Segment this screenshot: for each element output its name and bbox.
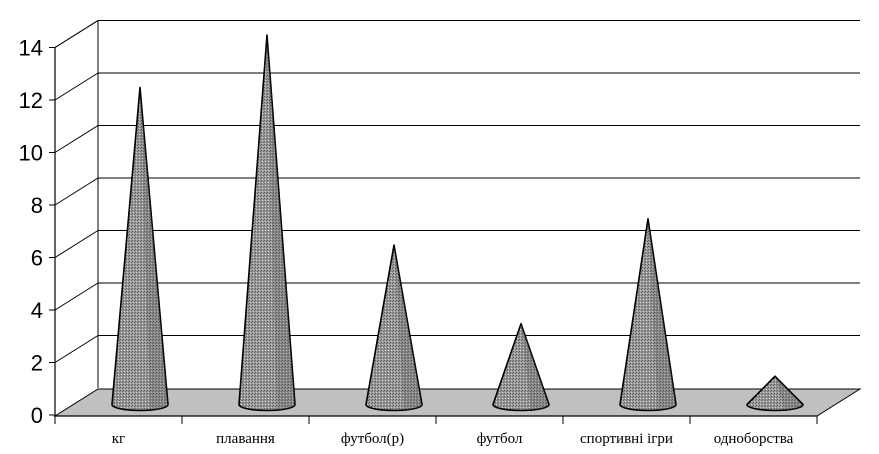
cone-bar xyxy=(492,322,550,412)
cone-bar xyxy=(111,86,169,412)
gridline-side xyxy=(54,335,99,363)
y-tick-label: 6 xyxy=(31,246,43,271)
cone-bar xyxy=(365,244,423,412)
gridline-side xyxy=(54,177,99,206)
x-tick-label: плавання xyxy=(216,431,275,447)
cone-shade xyxy=(394,245,423,411)
chart-floor xyxy=(53,388,862,417)
gridline-side xyxy=(54,20,99,48)
cone-shade xyxy=(648,218,677,411)
gridline-side xyxy=(54,230,99,258)
cone-shade xyxy=(140,87,169,411)
y-tick-label: 8 xyxy=(31,193,43,218)
y-tick-label: 2 xyxy=(31,351,43,376)
cone-bar xyxy=(238,34,296,412)
cone-body xyxy=(619,217,677,412)
cone-shade xyxy=(521,323,550,411)
gridline-side xyxy=(54,282,99,311)
cone-bar xyxy=(619,217,677,412)
gridline-side xyxy=(54,72,99,101)
cone-body xyxy=(111,86,169,412)
cone-bar xyxy=(746,375,804,412)
x-tick-label: футбол(р) xyxy=(341,431,404,447)
y-tick-label: 10 xyxy=(19,141,43,166)
cone-body xyxy=(365,244,423,412)
cone-body xyxy=(746,375,804,412)
cone-body xyxy=(492,322,550,412)
cone-shade xyxy=(775,376,804,411)
cone-body xyxy=(238,34,296,412)
x-tick-label: спортивні ігри xyxy=(580,431,673,447)
y-tick-label: 14 xyxy=(19,36,43,61)
y-tick-label: 0 xyxy=(31,403,43,428)
x-tick-label: кг xyxy=(112,431,125,447)
x-tick-label: футбол xyxy=(477,431,523,447)
cone-shade xyxy=(267,35,296,411)
gridline-side xyxy=(54,125,99,153)
y-tick-label: 12 xyxy=(19,88,43,113)
y-tick-label: 4 xyxy=(31,298,43,323)
x-tick-label: одноборства xyxy=(714,431,794,447)
